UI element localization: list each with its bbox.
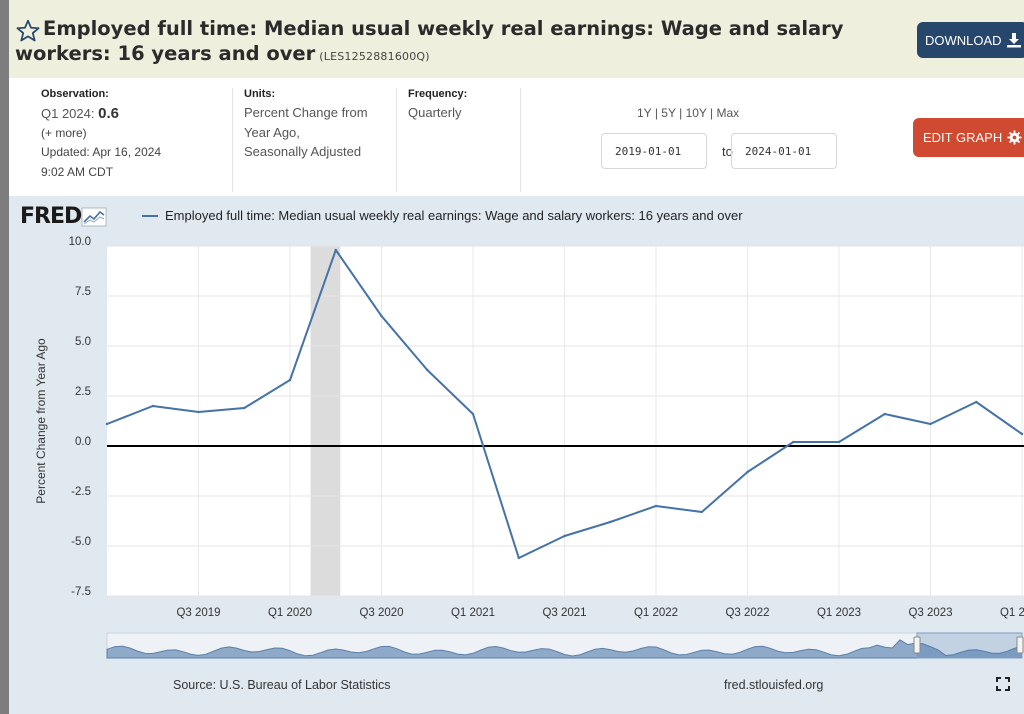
x-tick-label: Q3 2019: [176, 607, 220, 619]
data-point: [792, 440, 795, 444]
x-tick-label: Q1 2023: [817, 607, 861, 619]
y-tick-label: -7.5: [71, 586, 91, 598]
observation-period: Q1 2024:: [41, 106, 95, 121]
y-tick-label: -5.0: [71, 536, 91, 548]
data-point: [197, 410, 200, 414]
units-block: Units: Percent Change from Year Ago, Sea…: [233, 88, 397, 192]
frequency-value: Quarterly: [408, 105, 462, 120]
data-point: [837, 440, 841, 444]
x-tick-label: Q3 2021: [542, 607, 586, 619]
x-tick-label: Q1 2024: [1000, 607, 1024, 619]
y-tick-label: 10.0: [69, 236, 91, 248]
start-date-input[interactable]: 2019-01-01: [601, 133, 707, 169]
y-tick-label: 7.5: [75, 286, 91, 298]
series-title: Employed full time: Median usual weekly …: [15, 17, 844, 65]
download-label: DOWNLOAD: [925, 32, 1002, 48]
data-point: [243, 406, 246, 410]
chart-legend: Employed full time: Median usual weekly …: [142, 208, 743, 223]
page-title: Employed full time: Median usual weekly …: [15, 16, 915, 69]
edit-graph-button[interactable]: EDIT GRAPH: [913, 118, 1024, 157]
data-point: [609, 520, 612, 524]
data-point: [471, 412, 475, 416]
frequency-block: Frequency: Quarterly: [397, 88, 521, 192]
data-point: [426, 368, 429, 372]
legend-swatch: [142, 214, 158, 217]
download-button[interactable]: DOWNLOAD: [917, 22, 1024, 58]
data-point: [288, 378, 292, 382]
range-10y[interactable]: 10Y: [685, 106, 707, 120]
y-axis-label: Percent Change from Year Ago: [34, 338, 48, 504]
data-point: [975, 400, 978, 404]
end-date-input[interactable]: 2024-01-01: [731, 133, 837, 169]
observation-label: Observation:: [41, 88, 109, 100]
data-point: [654, 504, 658, 508]
frequency-label: Frequency:: [408, 88, 468, 100]
data-point: [105, 422, 109, 426]
fullscreen-icon[interactable]: [995, 676, 1011, 692]
x-tick-label: Q1 2022: [634, 607, 678, 619]
range-separator: |: [679, 106, 683, 120]
units-line-3: Seasonally Adjusted: [244, 144, 362, 159]
legend-label: Employed full time: Median usual weekly …: [165, 208, 743, 223]
download-icon: [1006, 33, 1021, 48]
chart: 10.0 7.5 5.0 2.5 0.0 -2.5 -5.0 -7.5 Q3 2019 Q1 20…: [34, 236, 1024, 659]
series-id: (LES1252881600Q): [319, 50, 430, 63]
x-tick-label: Q1 2020: [268, 607, 312, 619]
data-point: [1020, 432, 1024, 436]
data-point: [929, 422, 932, 426]
units-line-1: Percent Change from: [244, 105, 368, 120]
recession-band: [310, 246, 341, 596]
data-point: [563, 534, 566, 538]
data-point: [380, 314, 383, 318]
range-separator: |: [710, 106, 714, 120]
range-separator: |: [654, 106, 658, 120]
navigator-left-handle: [913, 636, 921, 654]
graph-panel: 10.0 7.5 5.0 2.5 0.0 -2.5 -5.0 -7.5 Q3 2019 Q1 20…: [9, 196, 1024, 714]
range-max[interactable]: Max: [716, 106, 740, 120]
data-point: [517, 556, 520, 560]
series-header: Employed full time: Median usual weekly …: [9, 0, 1024, 78]
units-label: Units:: [244, 88, 276, 100]
chart-logo-icon: [81, 207, 107, 226]
x-tick-label: Q1 2021: [451, 607, 495, 619]
fred-logo: FRED: [20, 204, 107, 229]
more-link[interactable]: (+ more): [41, 125, 87, 140]
x-tick-label: Q3 2023: [908, 607, 952, 619]
units-line-2: Year Ago,: [244, 124, 300, 140]
to-label: to: [722, 144, 733, 159]
y-tick-label: 0.0: [75, 436, 91, 448]
range-5y[interactable]: 5Y: [661, 106, 676, 120]
star-icon[interactable]: [15, 18, 41, 44]
data-point: [746, 470, 749, 474]
navigator-right-handle: [1016, 636, 1024, 654]
data-point: [700, 510, 703, 514]
edit-graph-label: EDIT GRAPH: [923, 130, 1003, 145]
x-tick-label: Q3 2020: [359, 607, 403, 619]
updated-time: 9:02 AM CDT: [41, 164, 114, 179]
observation-value: 0.6: [98, 105, 119, 122]
gear-icon: [1007, 130, 1022, 145]
observation-block: Observation: Q1 2024: 0.6 (+ more) Updat…: [9, 88, 233, 192]
series-meta: Observation: Q1 2024: 0.6 (+ more) Updat…: [9, 78, 1024, 196]
data-point: [334, 248, 337, 252]
navigator-series: [106, 639, 1023, 659]
updated-date: Updated: Apr 16, 2024: [41, 145, 162, 159]
y-tick-label: -2.5: [71, 486, 91, 498]
navigator-selection: [916, 632, 1023, 659]
fred-site-link[interactable]: fred.stlouisfed.org: [724, 678, 824, 692]
y-tick-label: 2.5: [75, 386, 91, 398]
source-note: Source: U.S. Bureau of Labor Statistics: [173, 678, 391, 692]
data-point: [883, 412, 886, 416]
date-range-links: 1Y | 5Y | 10Y | Max: [637, 106, 739, 120]
y-tick-label: 5.0: [75, 336, 91, 348]
data-point: [151, 404, 154, 408]
fred-logo-text: FRED: [20, 204, 82, 229]
plot-area: [107, 246, 1024, 596]
range-1y[interactable]: 1Y: [637, 106, 652, 120]
x-tick-label: Q3 2022: [725, 607, 769, 619]
